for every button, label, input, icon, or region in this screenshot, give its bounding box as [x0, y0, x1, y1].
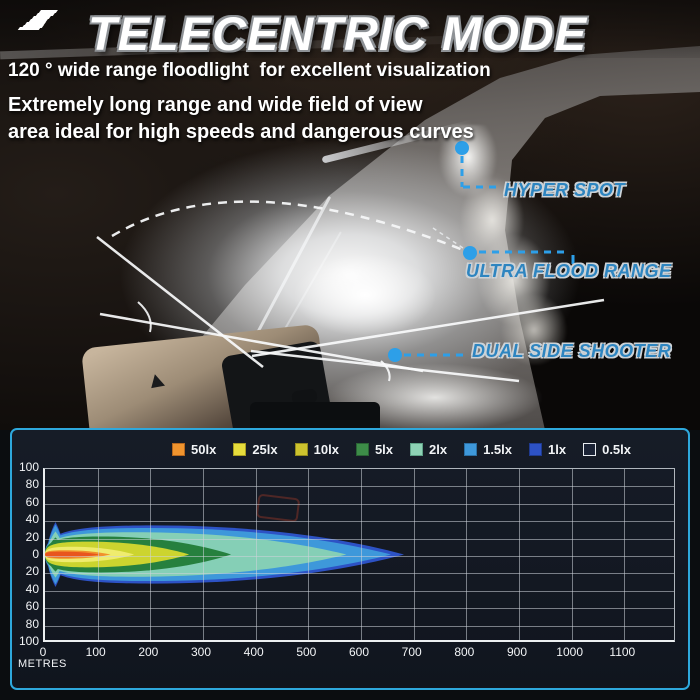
gridline-horizontal: [45, 608, 674, 610]
y-tick-label: 40: [25, 512, 39, 527]
legend-item: 2lx: [410, 442, 447, 457]
legend-label: 2lx: [429, 442, 448, 457]
beam-region-50lx-core: [45, 551, 101, 558]
gridline-horizontal: [45, 521, 674, 523]
legend-swatch: [355, 443, 369, 456]
legend-item: 5lx: [355, 442, 394, 457]
dual-side-dot: [388, 348, 402, 362]
gridline-vertical: [413, 469, 415, 640]
gridline-vertical: [361, 469, 362, 640]
x-tick-label: 500: [296, 645, 317, 659]
gridline-vertical: [308, 469, 310, 640]
hyper-spot-dot: [455, 141, 469, 155]
legend-item: 1.5lx: [464, 442, 512, 457]
subtitle-line3: area ideal for high speeds and dangerous…: [8, 121, 474, 143]
plot-area: [43, 468, 675, 642]
legend-item: 50lx: [172, 442, 216, 457]
lit-roadside-rocks: [430, 125, 610, 365]
x-tick-label: 1000: [556, 645, 583, 659]
title-band-shade: [0, 0, 700, 58]
legend-item: 10lx: [294, 442, 339, 457]
beam-angle-line: [251, 298, 605, 358]
legend-swatch: [233, 443, 247, 456]
x-tick-label: 0: [39, 645, 47, 659]
night-road-photo: [0, 0, 700, 430]
y-tick-label: 100: [18, 460, 39, 474]
y-tick-label: 20: [25, 564, 39, 579]
gridline-vertical: [624, 469, 626, 640]
legend-label: 1lx: [548, 442, 567, 457]
x-tick-label: 100: [85, 645, 106, 659]
beam-annotation-lines: [96, 141, 605, 383]
page-title: TELECENTRIC MODE: [88, 7, 588, 60]
legend-label: 50lx: [191, 442, 217, 457]
legend-label: 0.5lx: [602, 442, 632, 457]
gridline-vertical: [203, 469, 204, 640]
x-tick-label: 700: [401, 645, 422, 659]
gridline-horizontal: [45, 625, 674, 627]
beam-pattern-svg: [45, 522, 405, 587]
beam-angle-line: [99, 312, 424, 373]
leader-line: [432, 227, 467, 251]
legend-label: 1.5lx: [483, 442, 513, 457]
gridline-vertical: [97, 469, 99, 640]
gridline-vertical: [255, 469, 257, 640]
x-tick-label: 200: [138, 645, 159, 659]
x-tick-label: 800: [454, 645, 475, 659]
gridline-vertical: [519, 469, 520, 640]
legend-label: 5lx: [374, 442, 394, 457]
x-tick-label: 900: [506, 645, 528, 659]
subtitle-line2: Extremely long range and wide field of v…: [8, 94, 423, 116]
gridline-horizontal: [45, 538, 674, 540]
car-body-side: [250, 402, 380, 430]
legend-swatch: [529, 443, 543, 456]
legend-label: 10lx: [313, 442, 339, 457]
x-tick-label: 300: [190, 645, 212, 659]
y-tick-label: 60: [25, 599, 39, 614]
legend-item: 1lx: [529, 442, 566, 457]
gridline-horizontal: [45, 590, 674, 592]
x-tick-label: 1100: [609, 645, 636, 659]
legend-swatch: [464, 443, 478, 456]
gridline-vertical: [466, 469, 468, 640]
ultra-flood-dot: [463, 246, 477, 260]
y-tick-label: 80: [25, 616, 39, 631]
x-axis-unit-label: METRES: [18, 658, 67, 670]
chart-legend: 50lx 25lx 10lx 5lx 2lx 1.5lx 1lx 0.5lx: [172, 442, 631, 457]
y-tick-label: 60: [25, 494, 39, 509]
hyper-spot-label: HYPER SPOT: [504, 180, 626, 200]
legend-swatch: [583, 443, 597, 456]
legend-item: 0.5lx: [583, 442, 631, 457]
gridline-vertical: [571, 469, 573, 640]
gridline-horizontal: [45, 573, 674, 575]
subtitle-lines: Extremely long range and wide field of v…: [8, 92, 474, 146]
x-tick-label: 600: [348, 645, 370, 659]
legend-swatch: [172, 443, 185, 456]
x-tick-label: 400: [243, 645, 264, 659]
legend-swatch: [294, 443, 308, 456]
beam-angle-line: [96, 236, 264, 368]
dual-side-shooter-label: DUAL SIDE SHOOTER: [472, 341, 672, 361]
y-tick-label: 40: [25, 581, 39, 596]
y-tick-label: 100: [18, 634, 39, 648]
y-tick-label: 80: [25, 477, 39, 492]
gridline-vertical: [150, 469, 152, 640]
speed-slash-icon: [10, 10, 62, 36]
flood-range-arc: [111, 200, 469, 254]
gridline-horizontal: [45, 486, 674, 488]
subtitle-line1: 120 ° wide range floodlight for excellen…: [8, 60, 491, 81]
y-tick-label: 20: [25, 529, 39, 544]
gridline-horizontal: [45, 503, 674, 505]
gridline-horizontal: [45, 556, 674, 557]
legend-item: 25lx: [233, 442, 278, 457]
ultra-flood-range-label: ULTRA FLOOD RANGE: [466, 261, 672, 281]
y-tick-label: 0: [32, 547, 39, 561]
legend-label: 25lx: [252, 442, 278, 457]
angle-marker-arc: [137, 301, 152, 333]
angle-marker-arc: [380, 360, 391, 382]
legend-swatch: [410, 443, 424, 456]
beam-chart-panel: 50lx 25lx 10lx 5lx 2lx 1.5lx 1lx 0.5lx METRES 0…: [10, 428, 690, 690]
